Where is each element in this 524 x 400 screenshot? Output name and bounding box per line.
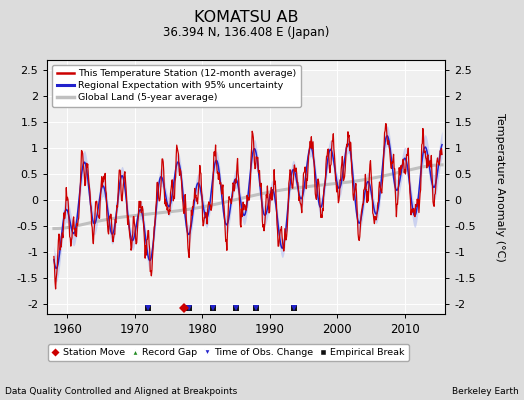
Y-axis label: Temperature Anomaly (°C): Temperature Anomaly (°C) bbox=[496, 113, 506, 261]
Text: Data Quality Controlled and Aligned at Breakpoints: Data Quality Controlled and Aligned at B… bbox=[5, 387, 237, 396]
Legend: Station Move, Record Gap, Time of Obs. Change, Empirical Break: Station Move, Record Gap, Time of Obs. C… bbox=[48, 344, 409, 361]
Text: KOMATSU AB: KOMATSU AB bbox=[194, 10, 299, 25]
Text: Berkeley Earth: Berkeley Earth bbox=[452, 387, 519, 396]
Text: 36.394 N, 136.408 E (Japan): 36.394 N, 136.408 E (Japan) bbox=[163, 26, 330, 39]
